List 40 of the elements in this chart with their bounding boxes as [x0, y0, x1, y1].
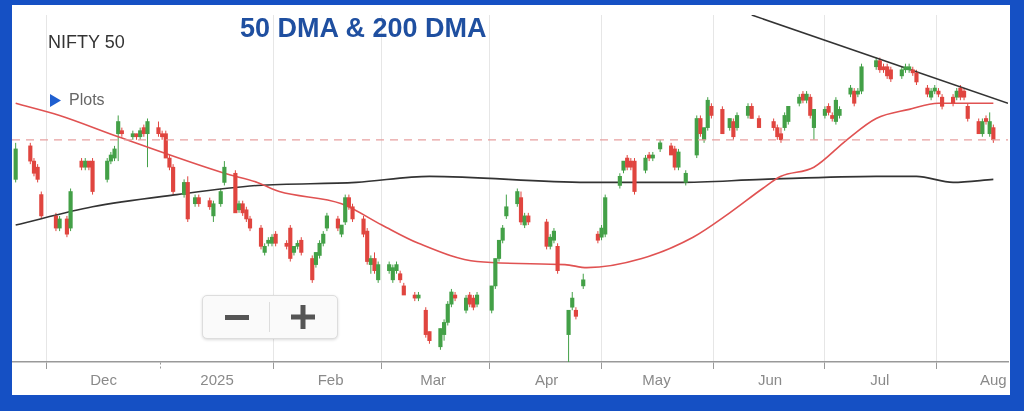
- candlestick: [64, 215, 70, 238]
- candlestick: [643, 154, 648, 174]
- x-tick-label: May: [642, 371, 672, 389]
- candlestick: [734, 111, 740, 132]
- candlestick: [991, 124, 996, 144]
- x-tick-label: Dec: [90, 371, 118, 389]
- candlestick: [676, 148, 681, 171]
- candlestick: [211, 200, 216, 223]
- candlestick: [310, 254, 315, 284]
- candlestick: [119, 127, 124, 138]
- candlestick: [983, 114, 989, 126]
- chart-subtitle: NIFTY 50: [48, 32, 125, 53]
- candlestick: [808, 93, 813, 119]
- candlestick: [218, 188, 223, 208]
- candlestick: [324, 212, 329, 232]
- candlestick: [811, 108, 817, 141]
- candlestick: [376, 261, 381, 284]
- candlestick: [907, 63, 912, 74]
- candlestick: [182, 178, 187, 199]
- candlestick: [570, 291, 575, 311]
- candlestick: [515, 188, 520, 208]
- candlestick: [504, 194, 509, 220]
- candlestick: [965, 102, 970, 123]
- x-tick-label: Jul: [870, 371, 890, 389]
- x-tick-label: Feb: [317, 371, 344, 389]
- candlestick: [258, 224, 264, 250]
- x-tick-label: Jun: [757, 371, 783, 389]
- candlestick: [463, 294, 469, 314]
- x-tick-label: Aug: [980, 371, 1007, 389]
- x-tick-label: Apr: [534, 371, 559, 389]
- candlestick: [852, 87, 857, 107]
- chart-title: 50 DMA & 200 DMA: [240, 13, 487, 44]
- candlestick: [39, 191, 44, 220]
- annotation: Plots: [69, 91, 105, 109]
- candlestick: [698, 114, 703, 138]
- candlestick: [778, 127, 784, 144]
- x-tick-label: Mar: [420, 371, 447, 389]
- x-tick-label: 2025: [200, 371, 234, 389]
- candlestick: [222, 160, 227, 186]
- candlestick: [390, 264, 395, 284]
